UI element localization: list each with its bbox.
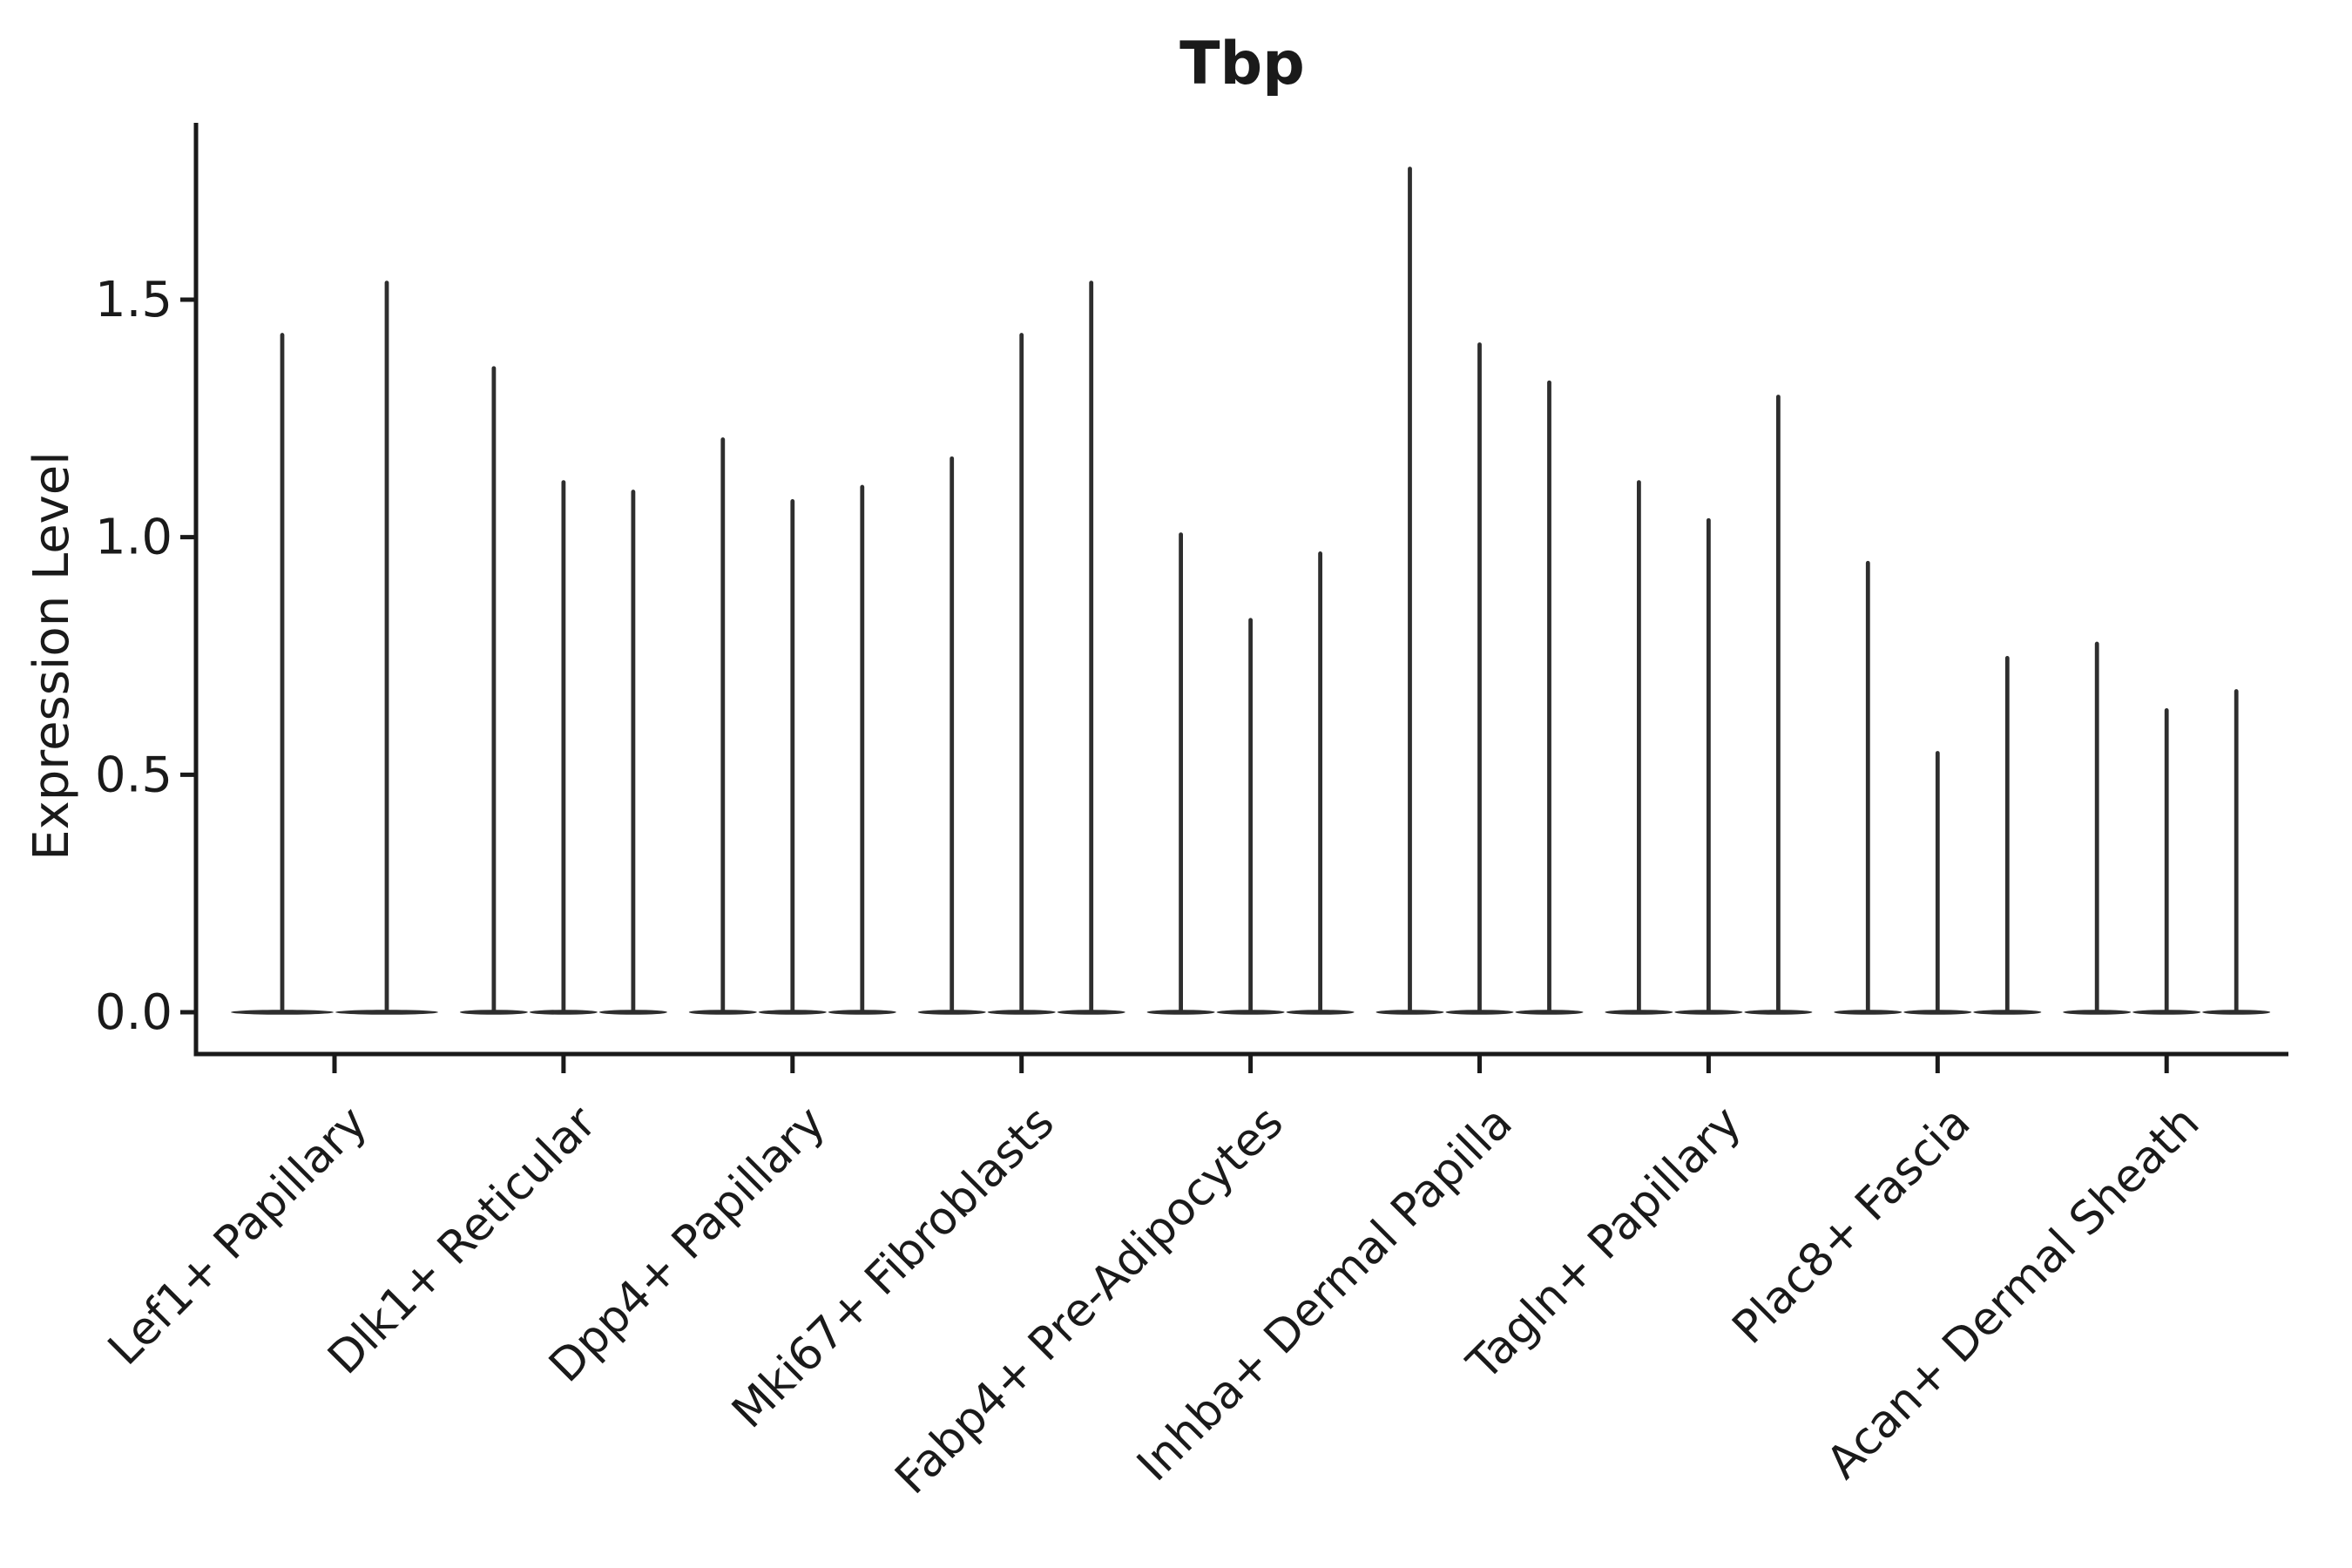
violin-spike	[561, 480, 566, 1012]
x-axis-ticks	[332, 1056, 2169, 1073]
violin-spike	[1019, 333, 1024, 1012]
y-tick-label: 1.0	[95, 510, 172, 566]
x-tick-label: Fabp4+ Pre-Adipocytes	[885, 1097, 1293, 1504]
violin-spike	[631, 490, 636, 1012]
violin-spike	[384, 280, 389, 1013]
violin-spike	[950, 456, 955, 1012]
violin-base	[1057, 1010, 1125, 1015]
y-tick-label: 1.5	[95, 272, 172, 328]
y-axis-title: Expression Level	[24, 451, 80, 861]
violin-base	[758, 1010, 827, 1015]
violin-spike	[491, 366, 497, 1012]
violins-layer	[231, 166, 2271, 1015]
y-tick-label: 0.0	[95, 984, 172, 1041]
violin-spike	[1776, 395, 1781, 1012]
violin-spike	[280, 333, 285, 1012]
y-tick-label: 0.5	[95, 747, 172, 803]
chart-title: Tbp	[1179, 30, 1305, 98]
violin-base	[987, 1010, 1056, 1015]
violin-spike	[2164, 707, 2169, 1012]
violin-spike	[1318, 551, 1322, 1012]
violin-spike	[1248, 618, 1253, 1012]
violin-spike	[1935, 751, 1940, 1012]
violin-spike	[790, 499, 795, 1012]
y-axis-ticks: 0.0 0.5 1.0 1.5	[95, 272, 196, 1041]
x-tick-label: Inhba+ Dermal Papilla	[1127, 1097, 1522, 1491]
violin-spike	[720, 437, 726, 1012]
violin-spike	[2094, 641, 2099, 1012]
violin-spike	[1089, 280, 1094, 1013]
violin-spike	[1547, 380, 1551, 1013]
violin-spike	[1477, 342, 1482, 1012]
violin-base	[1744, 1010, 1813, 1015]
x-tick-label: Acan+ Dermal Sheath	[1817, 1097, 2210, 1490]
violin-base	[688, 1010, 757, 1015]
violin-spike	[1637, 480, 1641, 1012]
violin-base	[917, 1010, 986, 1015]
violin-spike	[1408, 166, 1412, 1012]
violin-spike	[1179, 532, 1183, 1012]
violin-spike	[2234, 689, 2239, 1012]
violin-spike	[1707, 517, 1711, 1012]
violin-spike	[860, 484, 865, 1012]
violin-spike	[1865, 560, 1870, 1012]
x-tick-label: Plac8+ Fascia	[1723, 1097, 1981, 1355]
violin-spike	[2004, 656, 2010, 1012]
